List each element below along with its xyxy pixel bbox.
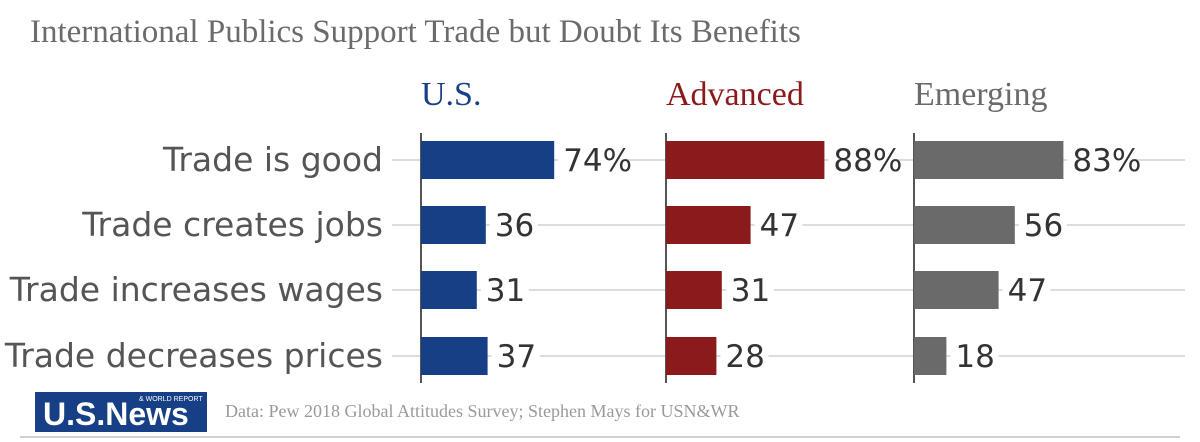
bar-emerging [914, 337, 947, 375]
value-label-bg [720, 337, 769, 375]
series-title-advanced: Advanced [666, 76, 804, 113]
value-label-bg [491, 337, 540, 375]
bar-layer [420, 133, 1135, 383]
bottom-rule [20, 436, 1180, 438]
bar-us [421, 206, 486, 244]
category-label: Trade is good [162, 140, 383, 179]
bar-advanced [666, 271, 722, 309]
source-note: Data: Pew 2018 Global Attitudes Survey; … [225, 401, 740, 421]
value-label: 47 [1008, 273, 1047, 309]
value-label-bg [725, 271, 774, 309]
value-label: 31 [486, 273, 525, 309]
logo-subtext: & WORLD REPORT [139, 396, 203, 403]
value-label-bg [558, 141, 626, 179]
value-label-bg [828, 141, 896, 179]
value-label-bg [950, 337, 999, 375]
usnews-logo: U.S.News & WORLD REPORT [35, 392, 207, 432]
value-label-bg [489, 206, 538, 244]
bar-us [421, 271, 477, 309]
value-label-bg [1067, 141, 1135, 179]
value-label: 88% [833, 143, 902, 179]
series-title-emerging: Emerging [914, 76, 1047, 113]
value-label: 47 [760, 208, 799, 244]
category-label: Trade increases wages [9, 270, 383, 309]
bar-advanced [666, 206, 751, 244]
chart-title: International Publics Support Trade but … [30, 14, 801, 50]
value-label-bg [754, 206, 803, 244]
value-label-bg [1002, 271, 1051, 309]
value-label: 36 [495, 208, 534, 244]
value-label: 74% [563, 143, 632, 179]
label-layer: Trade is good Trade creates jobs Trade inc… [4, 76, 1141, 375]
category-label: Trade creates jobs [81, 205, 383, 244]
bar-emerging [914, 206, 1015, 244]
value-label: 37 [497, 339, 536, 375]
chart-area: Trade is good Trade creates jobs Trade inc… [4, 76, 1185, 383]
bar-advanced [666, 337, 717, 375]
value-label-bg [1018, 206, 1067, 244]
value-label: 31 [731, 273, 770, 309]
value-label: 56 [1024, 208, 1063, 244]
grid-layer [392, 159, 1185, 357]
bar-advanced [666, 141, 825, 179]
series-title-us: U.S. [421, 76, 481, 113]
value-label-bg [480, 271, 529, 309]
bar-emerging [914, 141, 1064, 179]
bar-us [421, 141, 555, 179]
bar-emerging [914, 271, 999, 309]
bar-us [421, 337, 488, 375]
value-label: 83% [1072, 143, 1141, 179]
logo-text: U.S.News [43, 396, 189, 432]
value-label: 18 [955, 339, 994, 375]
value-label: 28 [725, 339, 764, 375]
category-label: Trade decreases prices [4, 336, 383, 375]
